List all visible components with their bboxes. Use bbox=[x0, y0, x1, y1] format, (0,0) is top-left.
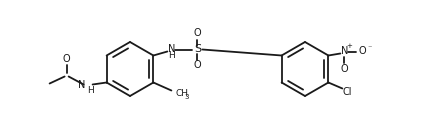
Text: N: N bbox=[168, 43, 175, 54]
Text: N: N bbox=[341, 47, 348, 56]
Text: H: H bbox=[87, 86, 94, 95]
Text: S: S bbox=[194, 44, 201, 55]
Text: ⁻: ⁻ bbox=[367, 43, 372, 52]
Text: O: O bbox=[359, 47, 366, 56]
Text: O: O bbox=[63, 54, 70, 63]
Text: N: N bbox=[78, 79, 86, 90]
Text: Cl: Cl bbox=[343, 87, 352, 96]
Text: 3: 3 bbox=[184, 94, 189, 99]
Text: O: O bbox=[194, 29, 201, 39]
Text: CH: CH bbox=[175, 89, 188, 98]
Text: O: O bbox=[340, 63, 348, 74]
Text: +: + bbox=[346, 43, 353, 48]
Text: O: O bbox=[194, 60, 201, 71]
Text: H: H bbox=[168, 51, 175, 60]
